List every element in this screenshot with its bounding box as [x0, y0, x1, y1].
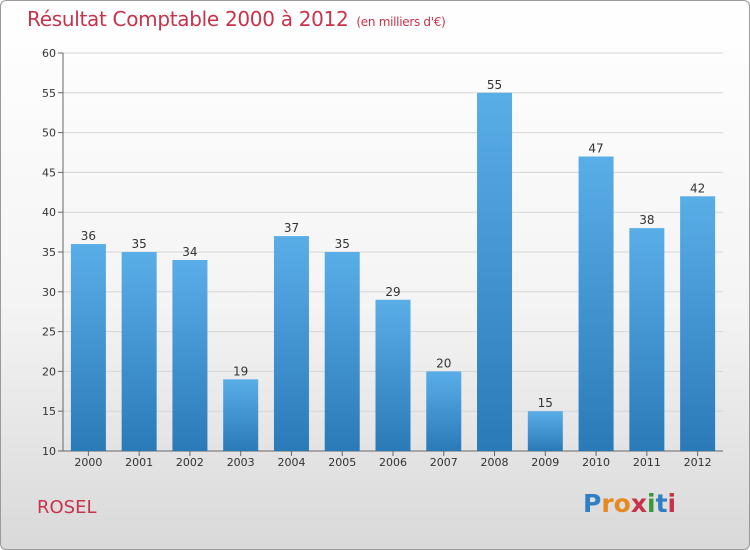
x-tick-label: 2007: [430, 456, 458, 469]
x-tick-label: 2005: [328, 456, 356, 469]
bar-2008: [477, 92, 513, 452]
x-tick-label: 2001: [125, 456, 153, 469]
bar-2012: [680, 196, 716, 451]
bar-value-label: 55: [487, 78, 502, 92]
y-tick-label: 20: [42, 365, 56, 378]
chart-unit: (en milliers d'€): [356, 15, 446, 29]
y-tick-label: 35: [42, 246, 56, 259]
bar-2005: [324, 252, 360, 451]
x-tick-label: 2008: [481, 456, 509, 469]
bar-2006: [375, 299, 411, 451]
y-tick-label: 15: [42, 405, 56, 418]
chart-title-text: Résultat Comptable 2000 à 2012: [27, 7, 349, 31]
x-tick-label: 2006: [379, 456, 407, 469]
bar-value-label: 42: [690, 181, 705, 195]
place-name: ROSEL: [37, 497, 97, 518]
x-tick-label: 2009: [531, 456, 559, 469]
bar-value-label: 47: [588, 141, 603, 155]
x-tick-label: 2004: [277, 456, 305, 469]
y-tick-label: 55: [42, 87, 56, 100]
x-axis: 2000 2001 2002 2003 2004 2005 2006 2007 2008 2009…: [63, 450, 723, 469]
y-tick-label: 60: [42, 47, 56, 60]
y-tick-label: 40: [42, 206, 56, 219]
logo-letter: i: [647, 489, 656, 518]
bar-2000: [70, 244, 106, 451]
logo-letter: i: [667, 489, 677, 518]
bar-value-label: 20: [436, 356, 451, 370]
chart-title: Résultat Comptable 2000 à 2012 (en millie…: [27, 7, 446, 31]
x-tick-label: 2003: [227, 456, 255, 469]
x-tick-label: 2002: [176, 456, 204, 469]
logo-letter: t: [655, 489, 668, 518]
bar-value-label: 38: [639, 213, 654, 227]
bar-2001: [121, 252, 157, 451]
bar-value-label: 34: [182, 245, 197, 259]
y-tick-label: 45: [42, 166, 56, 179]
bar-value-label: 29: [385, 285, 400, 299]
logo-letter: r: [601, 489, 614, 518]
proxiti-logo: Proxiti: [583, 489, 676, 518]
bar-2002: [172, 259, 208, 451]
bar-value-label: 37: [284, 221, 299, 235]
bars: 36 35 34 19 37 35 29 20 55 15 47 38 42: [70, 78, 716, 452]
logo-letter: x: [630, 489, 647, 518]
bar-2010: [578, 156, 614, 452]
bar-value-label: 36: [81, 229, 96, 243]
bar-2011: [629, 228, 665, 451]
x-tick-label: 2011: [633, 456, 661, 469]
bar-2007: [426, 371, 462, 451]
y-tick-label: 50: [42, 127, 56, 140]
bar-2003: [223, 379, 259, 451]
y-tick-label: 25: [42, 326, 56, 339]
y-axis: 10 15 20 25 30 35 40 45 50 55 60: [42, 47, 64, 458]
y-tick-label: 10: [42, 445, 56, 458]
y-tick-label: 30: [42, 286, 56, 299]
bar-value-label: 19: [233, 364, 248, 378]
logo-letter: o: [613, 489, 631, 518]
logo-letter: P: [583, 489, 602, 518]
bar-value-label: 35: [335, 237, 350, 251]
bar-value-label: 35: [132, 237, 147, 251]
bar-value-label: 15: [538, 396, 553, 410]
x-tick-label: 2000: [74, 456, 102, 469]
x-tick-label: 2012: [684, 456, 712, 469]
x-tick-label: 2010: [582, 456, 610, 469]
bar-2009: [527, 411, 563, 451]
bar-2004: [273, 236, 309, 451]
